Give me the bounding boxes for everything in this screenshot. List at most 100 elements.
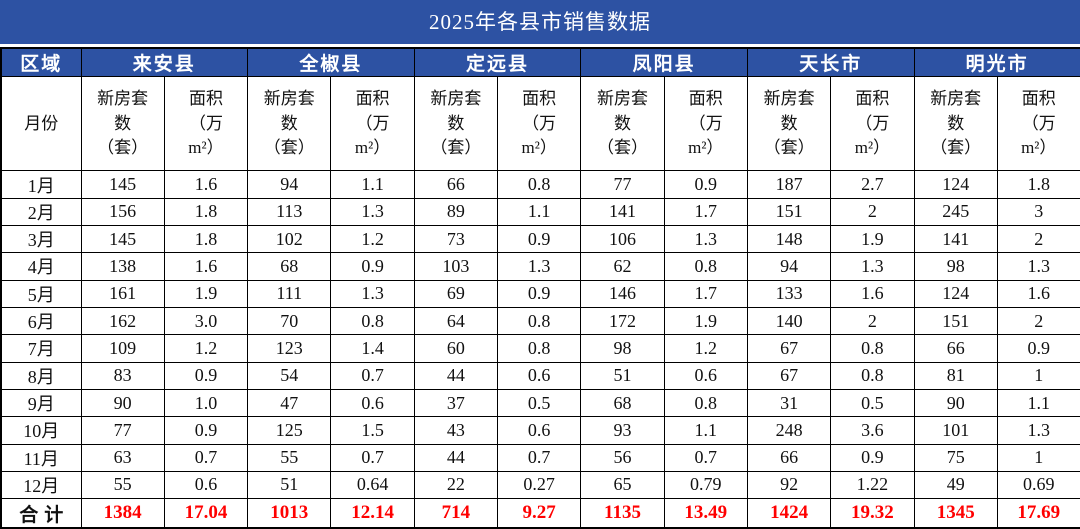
value-cell: 0.69 [996,470,1080,500]
value-cell: 0.9 [497,279,582,308]
value-cell: 98 [580,334,665,363]
value-cell: 83 [80,361,165,390]
month-cell: 8月 [0,361,82,390]
value-cell: 1.6 [996,279,1080,308]
table-row: 6月 162 3.0 70 0.8 64 0.8 172 1.9 140 2 151 2 [0,306,1080,336]
value-cell: 67 [746,361,832,390]
value-cell: 54 [247,361,332,390]
table-body: 区域 来安县 全椒县 定远县 凤阳县 天长市 明光市 月份 新房套 数 （套）面… [0,47,1080,529]
value-cell: 1.3 [497,252,582,281]
value-cell: 0.6 [330,388,415,418]
total-value-cell: 19.32 [830,498,915,529]
value-cell: 146 [580,279,665,308]
value-cell: 56 [580,443,665,472]
value-cell: 123 [247,334,332,363]
value-cell: 151 [913,306,998,336]
value-cell: 0.6 [497,416,582,445]
value-cell: 172 [580,306,665,336]
value-cell: 0.8 [830,361,915,390]
value-cell: 73 [413,225,499,254]
sales-data-table: 区域 来安县 全椒县 定远县 凤阳县 天长市 明光市 月份 新房套 数 （套）面… [0,47,1080,529]
month-cell: 11月 [0,443,82,472]
value-cell: 69 [413,279,499,308]
region-header-fengyang: 凤阳县 [580,47,748,78]
month-cell: 9月 [0,388,82,418]
total-value-cell: 1013 [247,498,332,529]
value-cell: 55 [247,443,332,472]
value-cell: 68 [580,388,665,418]
value-cell: 2 [996,225,1080,254]
month-cell: 12月 [0,470,82,500]
value-cell: 0.9 [996,334,1080,363]
total-value-cell: 9.27 [497,498,582,529]
table-row: 7月 109 1.2 123 1.4 60 0.8 98 1.2 67 0.8 66 0.9 [0,334,1080,363]
region-header-laian: 来安县 [80,47,249,78]
value-cell: 138 [80,252,165,281]
value-cell: 140 [746,306,832,336]
value-cell: 0.5 [497,388,582,418]
area-subheader-cell: 面积 （万 m²） [663,76,748,172]
total-value-cell: 12.14 [330,498,415,529]
value-cell: 113 [247,197,332,227]
value-cell: 0.8 [497,306,582,336]
month-cell: 5月 [0,279,82,308]
value-cell: 0.7 [497,443,582,472]
area-subheader-cell: 面积 （万 m²） [996,76,1080,172]
value-cell: 1.4 [330,334,415,363]
value-cell: 0.6 [663,361,748,390]
value-cell: 3.0 [163,306,249,336]
month-cell: 6月 [0,306,82,336]
value-cell: 31 [746,388,832,418]
value-cell: 89 [413,197,499,227]
value-cell: 106 [580,225,665,254]
value-cell: 156 [80,197,165,227]
area-subheader-cell: 面积 （万 m²） [830,76,915,172]
value-cell: 187 [746,170,832,199]
value-cell: 1.3 [330,197,415,227]
value-cell: 1.8 [163,197,249,227]
total-value-cell: 1424 [746,498,832,529]
units-subheader-cell: 新房套 数 （套） [413,76,499,172]
value-cell: 1.1 [996,388,1080,418]
value-cell: 111 [247,279,332,308]
total-value-cell: 1345 [913,498,998,529]
value-cell: 1 [996,361,1080,390]
value-cell: 0.8 [330,306,415,336]
value-cell: 1.1 [330,170,415,199]
value-cell: 0.6 [497,361,582,390]
value-cell: 0.64 [330,470,415,500]
month-label-cell: 月份 [0,76,82,172]
value-cell: 66 [746,443,832,472]
value-cell: 125 [247,416,332,445]
value-cell: 102 [247,225,332,254]
value-cell: 1.3 [830,252,915,281]
value-cell: 77 [580,170,665,199]
value-cell: 93 [580,416,665,445]
table-row: 5月 161 1.9 111 1.3 69 0.9 146 1.7 133 1.6 124 1.6 [0,279,1080,308]
value-cell: 65 [580,470,665,500]
table-row: 10月 77 0.9 125 1.5 43 0.6 93 1.1 248 3.6 101 1.3 [0,416,1080,445]
total-value-cell: 1135 [580,498,665,529]
value-cell: 63 [80,443,165,472]
value-cell: 1.6 [163,252,249,281]
value-cell: 81 [913,361,998,390]
value-cell: 92 [746,470,832,500]
value-cell: 94 [746,252,832,281]
total-value-cell: 17.69 [996,498,1080,529]
value-cell: 1.9 [663,306,748,336]
area-subheader-cell: 面积 （万 m²） [497,76,582,172]
value-cell: 101 [913,416,998,445]
value-cell: 1.6 [830,279,915,308]
value-cell: 151 [746,197,832,227]
value-cell: 1.6 [163,170,249,199]
value-cell: 3.6 [830,416,915,445]
value-cell: 1.7 [663,279,748,308]
value-cell: 1.7 [663,197,748,227]
value-cell: 2 [996,306,1080,336]
value-cell: 1.1 [497,197,582,227]
value-cell: 248 [746,416,832,445]
region-header-dingyuan: 定远县 [413,47,582,78]
value-cell: 1.0 [163,388,249,418]
table-row: 11月 63 0.7 55 0.7 44 0.7 56 0.7 66 0.9 75 1 [0,443,1080,472]
